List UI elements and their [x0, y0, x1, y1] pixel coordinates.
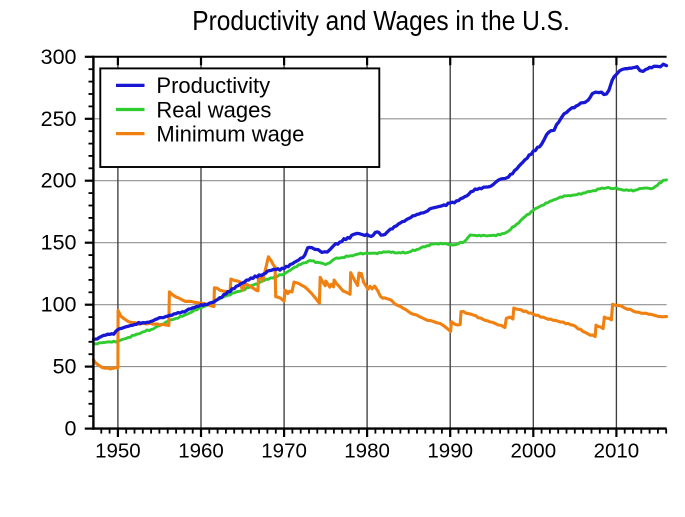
svg-text:Real wages: Real wages	[156, 97, 271, 122]
svg-text:Productivity and Wages in the: Productivity and Wages in the U.S.	[192, 5, 569, 37]
svg-text:100: 100	[41, 293, 77, 317]
svg-text:1960: 1960	[178, 440, 224, 463]
svg-text:2010: 2010	[594, 440, 640, 463]
svg-text:1990: 1990	[427, 440, 473, 463]
svg-text:2000: 2000	[510, 440, 556, 463]
svg-text:0: 0	[65, 417, 77, 441]
svg-text:300: 300	[41, 45, 77, 69]
svg-text:1980: 1980	[344, 440, 390, 463]
svg-text:200: 200	[41, 169, 77, 193]
svg-text:1950: 1950	[95, 440, 141, 463]
svg-text:Minimum wage: Minimum wage	[156, 121, 304, 146]
svg-text:1970: 1970	[261, 440, 307, 463]
svg-text:250: 250	[41, 107, 77, 131]
svg-text:50: 50	[53, 355, 77, 379]
svg-text:150: 150	[41, 231, 77, 255]
svg-text:Productivity: Productivity	[156, 73, 270, 98]
